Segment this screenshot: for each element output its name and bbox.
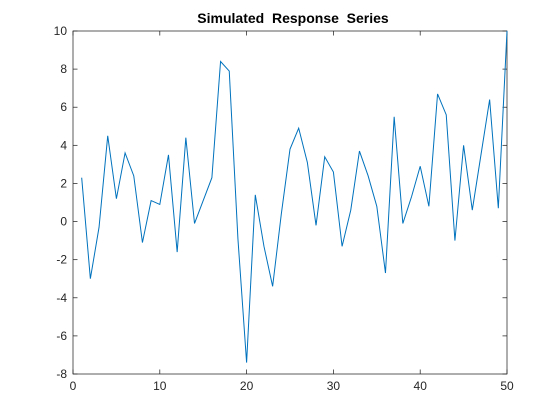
y-tick-label: -2: [56, 253, 67, 267]
y-tick-label: 2: [60, 176, 67, 190]
y-tick-label: -6: [56, 329, 67, 343]
series-line: [81, 30, 508, 363]
y-tick-label: 4: [60, 138, 67, 152]
x-tick-label: 10: [153, 379, 167, 393]
y-tick-label: 6: [60, 100, 67, 114]
chart-title: Simulated Response Series: [197, 10, 389, 26]
x-tick-label: 20: [240, 379, 254, 393]
x-tick-label: 40: [414, 379, 428, 393]
y-tick-label: -8: [56, 367, 67, 381]
x-tick-label: 0: [70, 379, 77, 393]
y-tick-label: 10: [54, 24, 68, 38]
x-tick-label: 30: [327, 379, 341, 393]
y-tick-label: 8: [60, 62, 67, 76]
axes: 0 10 20 30 40 50 -8 -6 -4 -2 0 2 4 6 8 10: [54, 24, 514, 393]
series-layer: [81, 30, 508, 363]
plot-frame: [72, 30, 508, 375]
y-tick-label: 0: [60, 215, 67, 229]
x-tick-label: 50: [500, 379, 514, 393]
y-tick-label: -4: [56, 291, 67, 305]
